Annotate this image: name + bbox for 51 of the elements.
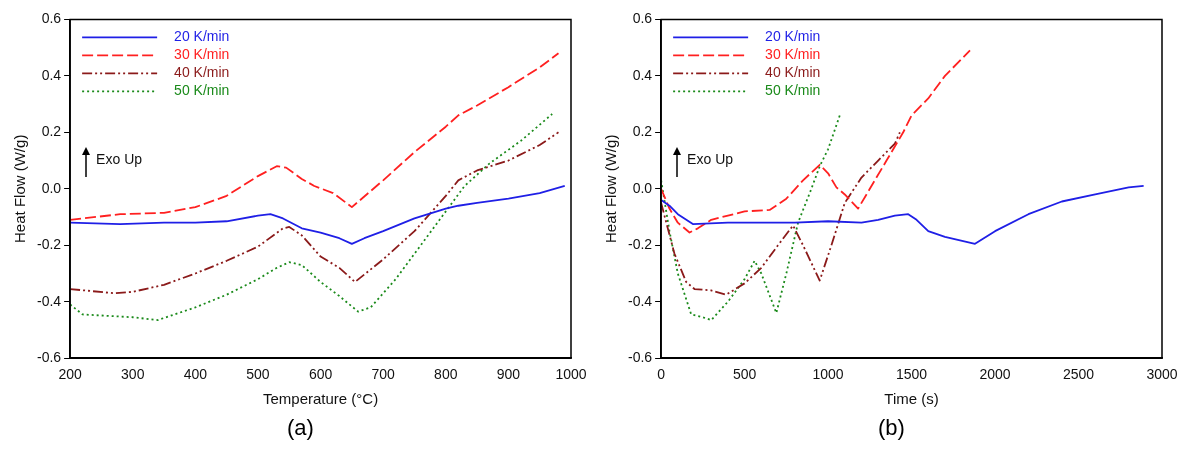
- y-tick-label: 0.2: [632, 123, 653, 140]
- line-series: [661, 49, 971, 234]
- y-tick-label: 0.4: [632, 66, 653, 83]
- y-tick-label: -0.6: [628, 349, 653, 366]
- text: 50 K/min: [174, 82, 230, 99]
- y-tick-label: -0.6: [37, 349, 62, 366]
- y-tick-label: 0.2: [41, 123, 62, 140]
- x-tick-label: 900: [496, 366, 521, 383]
- y-tick-label: -0.4: [37, 292, 62, 309]
- y-tick-label: 0.6: [632, 10, 653, 27]
- x-tick-label: 700: [371, 366, 396, 383]
- y-tick-label: 0.0: [41, 179, 62, 196]
- line-series: [70, 113, 554, 321]
- y-tick-label: 0.0: [632, 179, 653, 196]
- text: 30 K/min: [174, 46, 230, 63]
- x-tick-label: 500: [732, 366, 757, 383]
- annotation: Exo Up: [687, 151, 734, 168]
- x-tick-label: 1000: [555, 366, 587, 383]
- y-tick-label: 0.4: [41, 66, 62, 83]
- x-tick-label: 600: [308, 366, 333, 383]
- x-tick-label: 400: [183, 366, 208, 383]
- x-tick-label: 200: [58, 366, 83, 383]
- text: 40 K/min: [174, 64, 230, 81]
- x-tick-label: 300: [121, 366, 145, 383]
- text: (b): [877, 415, 906, 441]
- x-tick-label: 0: [657, 366, 666, 383]
- annotation: Exo Up: [96, 151, 143, 168]
- x-tick-label: 500: [246, 366, 270, 383]
- y-tick-label: 0.6: [41, 10, 62, 27]
- x-tick-label: 3000: [1146, 366, 1178, 383]
- x-tick-label: 2500: [1062, 366, 1095, 383]
- x-tick-label: 2000: [979, 366, 1011, 383]
- x-axis-title: Temperature (°C): [262, 390, 379, 408]
- text: 30 K/min: [765, 46, 821, 63]
- x-axis-title: Time (s): [884, 390, 939, 408]
- y-tick-label: -0.4: [628, 292, 653, 309]
- y-tick-label: -0.2: [628, 236, 653, 253]
- x-tick-label: 1000: [812, 366, 844, 383]
- line-series: [661, 131, 901, 296]
- text: 20 K/min: [174, 28, 230, 45]
- line-series: [70, 131, 560, 295]
- text: 40 K/min: [765, 64, 821, 81]
- y-axis-title: Heat Flow (W/g): [11, 134, 29, 243]
- text: (a): [286, 415, 315, 441]
- line-series: [661, 114, 841, 321]
- x-tick-label: 800: [434, 366, 458, 383]
- y-axis-title: Heat Flow (W/g): [602, 134, 620, 243]
- x-tick-label: 1500: [895, 366, 928, 383]
- series-label: 50 K/min: [765, 82, 821, 99]
- y-tick-label: -0.2: [37, 236, 62, 253]
- text: 20 K/min: [765, 28, 821, 45]
